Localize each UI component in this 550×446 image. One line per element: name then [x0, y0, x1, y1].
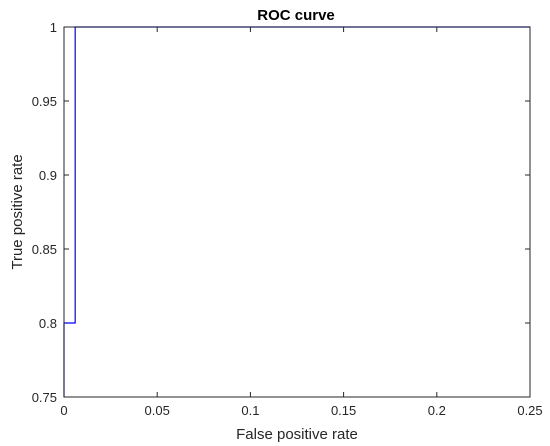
y-axis-label: True positive rate: [9, 154, 26, 269]
y-tick-label: 1: [50, 20, 57, 35]
x-tick-label: 0.2: [428, 403, 446, 418]
chart-title: ROC curve: [257, 7, 335, 24]
y-tick-label: 0.75: [32, 390, 57, 405]
y-tick-label: 0.9: [39, 168, 57, 183]
x-axis-label: False positive rate: [236, 426, 358, 443]
x-tick-label: 0.25: [517, 403, 542, 418]
y-tick-label: 0.8: [39, 316, 57, 331]
x-tick-label: 0: [60, 403, 67, 418]
plot-area: [64, 27, 530, 397]
x-tick-label: 0.1: [241, 403, 259, 418]
y-tick-label: 0.85: [32, 242, 57, 257]
y-tick-label: 0.95: [32, 94, 57, 109]
x-tick-label: 0.05: [145, 403, 170, 418]
tick-labels-layer: 0 0.05 0.1 0.15 0.2 0.25 0.75 0.8 0.85 0.9 0.95 1: [32, 20, 543, 418]
x-tick-label: 0.15: [331, 403, 356, 418]
axes-box: [63, 26, 531, 398]
